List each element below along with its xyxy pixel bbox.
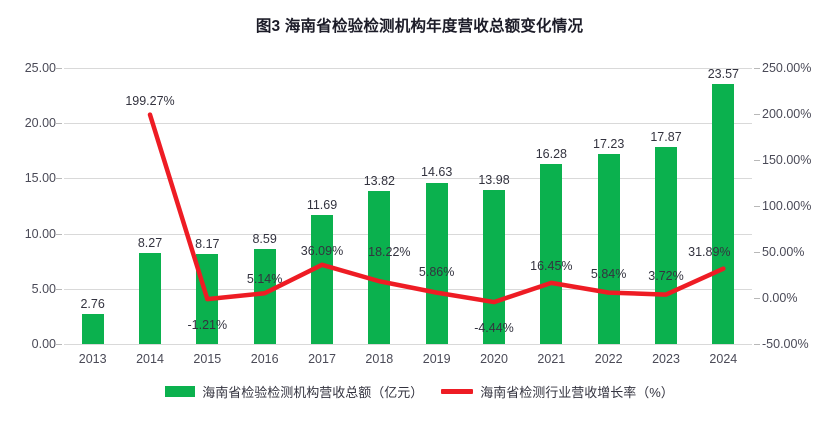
y-axis-right-tick-label: 200.00% [762,107,812,121]
y-axis-left-tick-mark [56,178,62,180]
x-axis-tick-label: 2018 [365,352,394,366]
y-axis-right-tick-mark [754,344,760,345]
bar-value-label: 17.87 [650,129,682,144]
bar-value-label: 23.57 [707,66,739,81]
bar[interactable] [425,182,448,344]
bar-value-label: 8.59 [252,232,277,247]
y-axis-right-tick-label: 150.00% [762,153,812,167]
bar-value-label: 17.23 [593,136,625,151]
growth-rate-label: 5.14% [246,272,283,287]
x-axis-tick-label: 2013 [78,352,107,366]
bar[interactable] [368,191,391,344]
growth-rate-label: 3.72% [648,268,684,283]
y-axis-left-tick-mark [56,344,62,345]
x-axis-tick-label: 2023 [652,352,680,366]
legend-item-growth-rate[interactable]: 海南省检测行业营收增长率（%） [441,382,674,401]
y-axis-right-tick-mark [754,68,760,69]
y-axis-right-tick-mark [754,206,760,207]
x-axis-tick-label: 2014 [136,352,164,366]
x-axis-tick-label: 2020 [480,352,508,366]
gridline [64,68,752,69]
bar-value-label: 8.17 [195,236,220,251]
growth-rate-label: 16.45% [530,258,573,273]
growth-rate-label: -1.21% [187,318,228,333]
growth-rate-label: 5.84% [590,266,627,281]
bar[interactable] [655,146,677,344]
legend-item-revenue[interactable]: 海南省检验检测机构营收总额（亿元） [165,382,423,401]
x-axis-tick-label: 2021 [537,352,566,366]
x-axis-tick-label: 2022 [594,352,623,366]
growth-rate-label: 36.09% [300,243,344,258]
bar-value-label: 8.27 [137,235,163,250]
legend-item-label: 海南省检测行业营收增长率（%） [480,385,674,400]
y-axis-right-tick-label: 250.00% [762,61,812,75]
bar-value-label: 11.69 [306,197,338,212]
line-series [147,112,726,305]
gridline [64,233,752,235]
x-axis-tick-label: 2016 [250,352,279,366]
plot-area [64,68,752,345]
growth-rate-label: 31.89% [688,244,731,259]
y-axis-left-tick-label: 25.00 [24,61,56,75]
bar-value-label: 14.63 [421,165,453,180]
legend-item-label: 海南省检验检测机构营收总额（亿元） [202,385,424,400]
bar-value-label: 2.76 [80,296,105,311]
y-axis-left-tick-label: 15.00 [24,171,56,186]
bar[interactable] [139,252,161,344]
growth-rate-label: 5.86% [418,264,455,279]
y-axis-left-tick-label: 0.00 [31,337,56,351]
x-axis-tick-label: 2019 [422,352,451,366]
line-swatch-icon [441,389,474,394]
y-axis-left-tick-mark [56,233,62,235]
growth-rate-label: 18.22% [368,245,411,260]
chart-title: 图3 海南省检验检测机构年度营收总额变化情况 [255,18,584,35]
chart-legend: 海南省检验检测机构营收总额（亿元） 海南省检测行业营收增长率（%） [0,382,839,401]
x-axis-tick-label: 2015 [193,352,222,366]
growth-rate-label: 199.27% [125,93,175,108]
bar[interactable] [540,164,563,344]
y-axis-right-tick-label: 0.00% [762,291,798,305]
y-axis-right-tick-mark [754,160,760,161]
bar-value-label: 13.82 [363,174,395,189]
bar[interactable] [597,153,620,344]
x-axis-tick-label: 2024 [709,352,738,366]
y-axis-right-tick-mark [754,114,760,115]
y-axis-left-tick-label: 10.00 [24,226,56,241]
y-axis-left-tick-mark [56,68,62,69]
y-axis-left-tick-label: 5.00 [31,281,56,296]
y-axis-right-tick-mark [754,252,760,253]
bar-value-label: 13.98 [478,172,510,187]
bar-value-label: 16.28 [535,147,567,162]
y-axis-left-tick-label: 20.00 [24,116,56,131]
gridline [64,288,752,290]
bar[interactable] [712,83,735,344]
bar[interactable] [311,214,333,344]
y-axis-left-tick-mark [56,288,62,290]
bar[interactable] [253,249,276,344]
y-axis-right-tick-mark [754,298,760,299]
growth-rate-label: -4.44% [474,321,514,336]
y-axis-right-tick-label: 100.00% [762,199,812,213]
x-axis-tick-label: 2017 [308,352,336,366]
y-axis-right-tick-label: -50.00% [762,337,809,351]
bar-swatch-icon [165,386,196,397]
gridline [64,123,752,125]
gridline [64,344,752,345]
bar[interactable] [81,313,104,344]
y-axis-right-tick-label: 50.00% [762,245,805,259]
y-axis-left-tick-mark [56,123,62,125]
